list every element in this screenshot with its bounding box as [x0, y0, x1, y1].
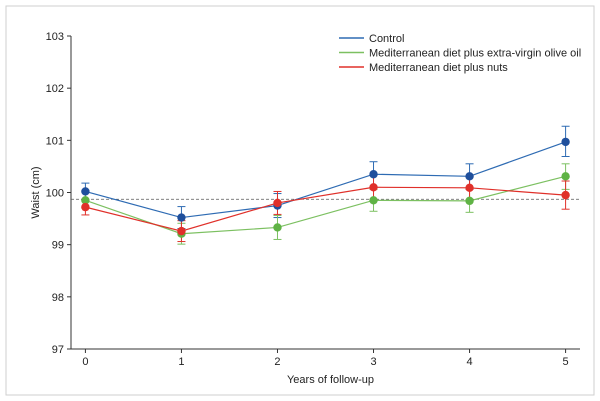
series-line	[85, 175, 566, 235]
figure-frame	[5, 5, 595, 396]
data-point	[81, 187, 90, 196]
data-point	[465, 172, 474, 181]
series-group	[81, 163, 570, 245]
data-point	[81, 202, 90, 212]
x-tick-label: 5	[563, 356, 569, 368]
series-layer	[81, 125, 570, 245]
data-point	[81, 196, 90, 205]
y-tick-label: 100	[46, 188, 64, 200]
y-tick-label: 97	[52, 344, 64, 356]
y-tick-label: 99	[52, 240, 64, 252]
y-tick-label: 102	[46, 83, 64, 95]
series-line	[85, 141, 566, 219]
series-group	[81, 125, 570, 229]
data-point	[465, 183, 474, 193]
y-tick-label: 101	[46, 135, 64, 147]
y-tick-label: 103	[46, 31, 64, 43]
data-point	[561, 190, 570, 200]
legend: Control Mediterranean diet plus extra-vir…	[339, 33, 581, 74]
y-tick-label: 98	[52, 292, 64, 304]
x-tick-label: 4	[466, 356, 472, 368]
x-tick-label: 2	[274, 356, 280, 368]
x-tick-label: 0	[82, 356, 88, 368]
data-point	[273, 198, 282, 208]
data-point	[177, 226, 186, 236]
data-point	[465, 196, 474, 206]
legend-label: Mediterranean diet plus nuts	[369, 62, 508, 74]
legend-label: Control	[369, 33, 404, 45]
data-point	[561, 137, 570, 147]
data-point	[369, 170, 378, 179]
data-point	[561, 172, 570, 181]
y-axis-title: Waist (cm)	[30, 166, 42, 218]
data-point	[273, 223, 282, 232]
data-point	[369, 183, 378, 192]
data-point	[177, 213, 186, 222]
data-point	[369, 196, 378, 205]
x-ticks: 0 1 2 3 4 5	[82, 349, 569, 368]
x-tick-label: 3	[370, 356, 376, 368]
y-ticks: 97 98 99 100 101 102 103	[46, 31, 71, 356]
x-tick-label: 1	[178, 356, 184, 368]
series-group	[81, 174, 570, 243]
series-line	[85, 186, 566, 232]
x-axis-title: Years of follow-up	[287, 374, 374, 386]
legend-label: Mediterranean diet plus extra-virgin oli…	[369, 48, 581, 60]
